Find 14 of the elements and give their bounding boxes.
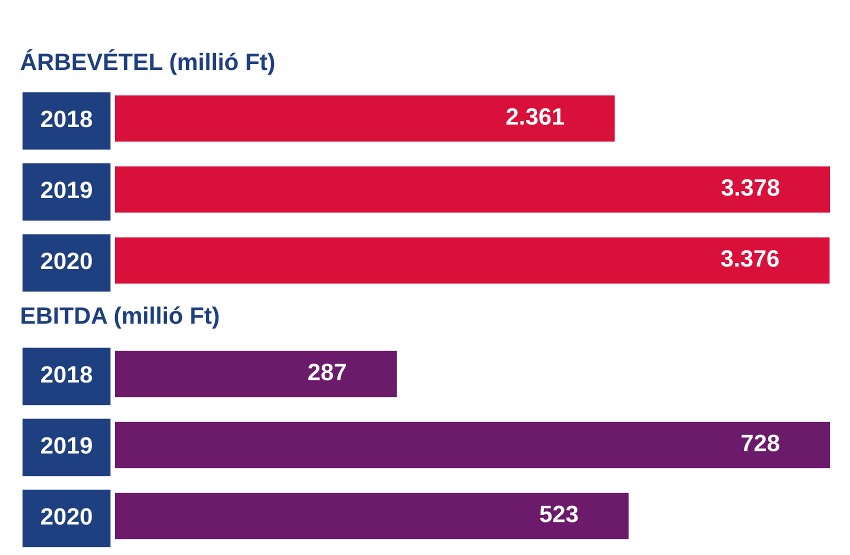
y-tick-label: 2019 [41, 437, 92, 454]
data-label: 287 [308, 364, 346, 380]
data-label: 728 [742, 434, 780, 452]
y-tick-label: 2018 [41, 110, 92, 128]
data-label: 523 [540, 506, 578, 522]
data-label: 3.378 [721, 179, 780, 196]
y-tick-label: 2020 [41, 508, 92, 525]
data-label: 3.376 [721, 250, 779, 267]
chart-title: ÁRBEVÉTEL (millió Ft) [20, 49, 274, 75]
chart-title: EBITDA (millió Ft) [22, 306, 219, 329]
data-label: 2.361 [506, 108, 564, 125]
y-tick-label: 2018 [41, 366, 92, 383]
y-tick-label: 2020 [41, 252, 92, 270]
y-tick-label: 2019 [41, 182, 92, 198]
